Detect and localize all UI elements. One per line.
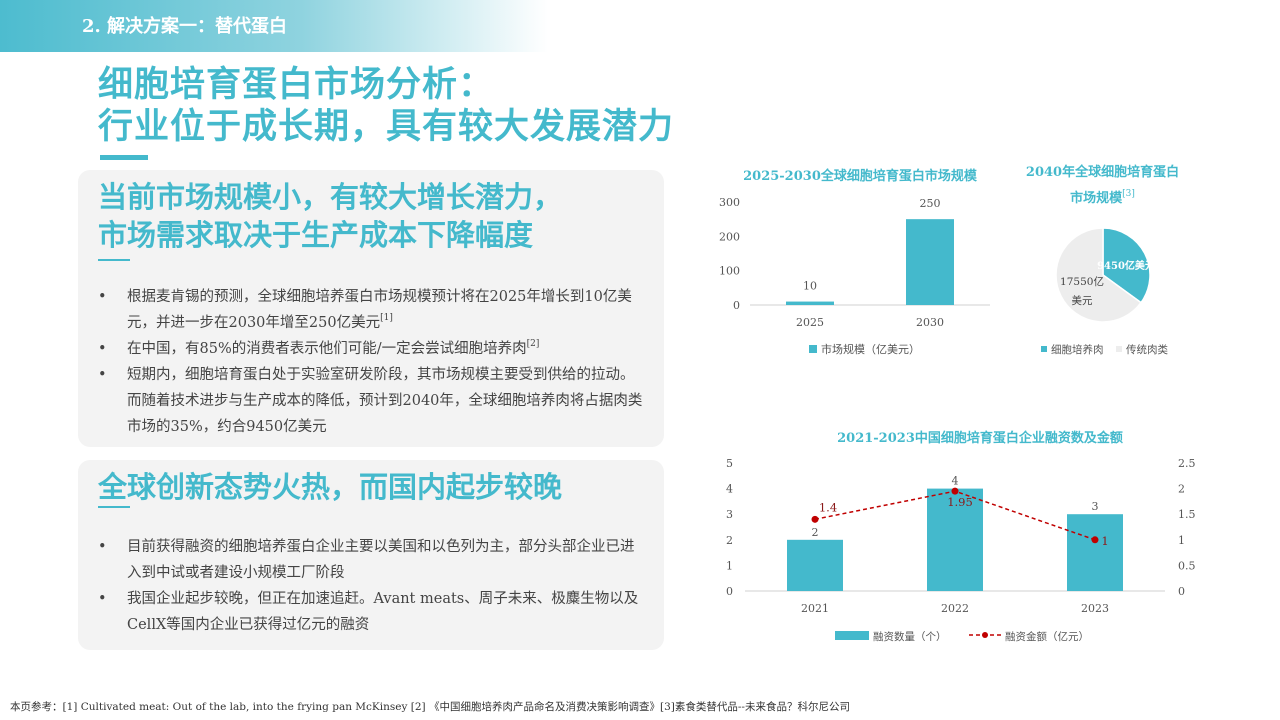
y-tick-label-right: 1 [1178,534,1185,547]
y-tick-label-left: 5 [726,457,733,470]
section-header-band [0,0,548,52]
legend-swatch [1041,346,1047,352]
line-data-label: 1.95 [947,495,973,509]
line-point [1091,536,1099,544]
bar [927,488,983,591]
slice-label: 美元 [1072,294,1094,307]
x-tick-label: 2030 [916,316,944,329]
page-title-line2: 行业位于成长期，具有较大发展潜力 [98,106,675,147]
x-tick-label: 2021 [801,602,829,615]
list-item: 短期内，细胞培育蛋白处于实验室研发阶段，其市场规模主要受到供给的拉动。而随着技术… [98,362,646,440]
list-item: 目前获得融资的细胞培养蛋白企业主要以美国和以色列为主，部分头部企业已进入到中试或… [98,534,646,586]
market-size-card: 当前市场规模小，有较大增长潜力， 市场需求取决于生产成本下降幅度 根据麦肯锡的预… [78,170,664,447]
bar-data-label: 4 [952,475,959,488]
financing-chart-title: 2021-2023中国细胞培育蛋白企业融资数及金额 [837,431,1123,446]
innovation-card: 全球创新态势火热，而国内起步较晚 目前获得融资的细胞培养蛋白企业主要以美国和以色… [78,460,664,650]
page-title: 细胞培育蛋白市场分析： 行业位于成长期，具有较大发展潜力 [98,64,674,148]
legend-marker [982,632,988,638]
line-point [811,515,819,523]
card-heading: 当前市场规模小，有较大增长潜力， 市场需求取决于生产成本下降幅度 [98,178,562,254]
x-tick-label: 2025 [796,316,824,329]
legend-label: 市场规模（亿美元） [821,342,920,356]
bar [1067,514,1123,591]
list-item: 在中国，有85%的消费者表示他们可能/一定会尝试细胞培养肉[2] [98,336,646,362]
footnote-ref: [1] [380,313,393,323]
references-footer: 本页参考：[1] Cultivated meat: Out of the lab… [10,701,850,713]
pie-chart-title: 2040年全球细胞培育蛋白 市场规模[3] [1025,165,1180,206]
bar [906,219,954,305]
title-accent-bar [100,155,148,160]
y-tick-label-left: 3 [726,508,733,521]
y-tick-label-left: 0 [726,585,733,598]
bullet-list: 目前获得融资的细胞培养蛋白企业主要以美国和以色列为主，部分头部企业已进入到中试或… [98,534,646,638]
x-tick-label: 2022 [941,602,969,615]
legend-label: 细胞培养肉 [1051,343,1104,356]
bar [786,301,834,305]
line-data-label: 1.4 [819,500,837,514]
card-heading-underline [98,259,130,261]
section-label: 2. 解决方案一：替代蛋白 [82,16,288,37]
bar [787,539,843,591]
legend-swatch [1116,346,1122,352]
legend-swatch [835,631,869,640]
y-tick-label-left: 4 [726,483,733,496]
card-heading: 全球创新态势火热，而国内起步较晚 [98,470,563,504]
legend-label: 传统肉类 [1126,343,1168,356]
data-label: 10 [803,280,817,293]
y-tick-label-right: 0 [1178,585,1185,598]
card-heading-line2: 市场需求取决于生产成本下降幅度 [98,218,534,252]
pie-slice [1055,227,1143,323]
y-tick-label-right: 2 [1178,483,1185,496]
card-heading-underline [98,506,130,508]
slice-label: 17550亿 [1060,275,1104,288]
legend-label: 融资数量（个） [873,630,947,643]
legend-label: 融资金额（亿元） [1005,630,1089,643]
footnote-ref: [2] [526,339,540,349]
line-data-label: 1 [1101,534,1108,548]
data-label: 250 [920,197,941,210]
y-tick-label: 200 [719,230,740,243]
bullet-list: 根据麦肯锡的预测，全球细胞培养蛋白市场规模预计将在2025年增长到10亿美元，并… [98,284,646,440]
y-tick-label: 0 [733,299,740,312]
bar-data-label: 3 [1092,500,1099,513]
x-tick-label: 2023 [1081,602,1109,615]
y-tick-label: 300 [719,196,740,209]
y-tick-label-right: 1.5 [1178,508,1196,521]
slice-label: 9450亿美元 [1097,259,1155,272]
pie-slice [1102,227,1151,304]
page-title-line1: 细胞培育蛋白市场分析： [98,64,495,105]
y-tick-label-right: 0.5 [1178,559,1196,572]
line-point [951,487,959,495]
y-tick-label-left: 1 [726,559,733,572]
card-heading-line1: 当前市场规模小，有较大增长潜力， [98,180,563,214]
market-size-chart-title: 2025-2030全球细胞培育蛋白市场规模 [743,169,977,184]
bar-data-label: 2 [812,526,819,539]
list-item: 根据麦肯锡的预测，全球细胞培养蛋白市场规模预计将在2025年增长到10亿美元，并… [98,284,646,336]
y-tick-label-left: 2 [726,534,733,547]
y-tick-label: 100 [719,265,740,278]
y-tick-label-right: 2.5 [1178,457,1196,470]
list-item: 我国企业起步较晚，但正在加速追赶。Avant meats、周子未来、极麋生物以及… [98,586,646,638]
legend-swatch [809,345,817,353]
